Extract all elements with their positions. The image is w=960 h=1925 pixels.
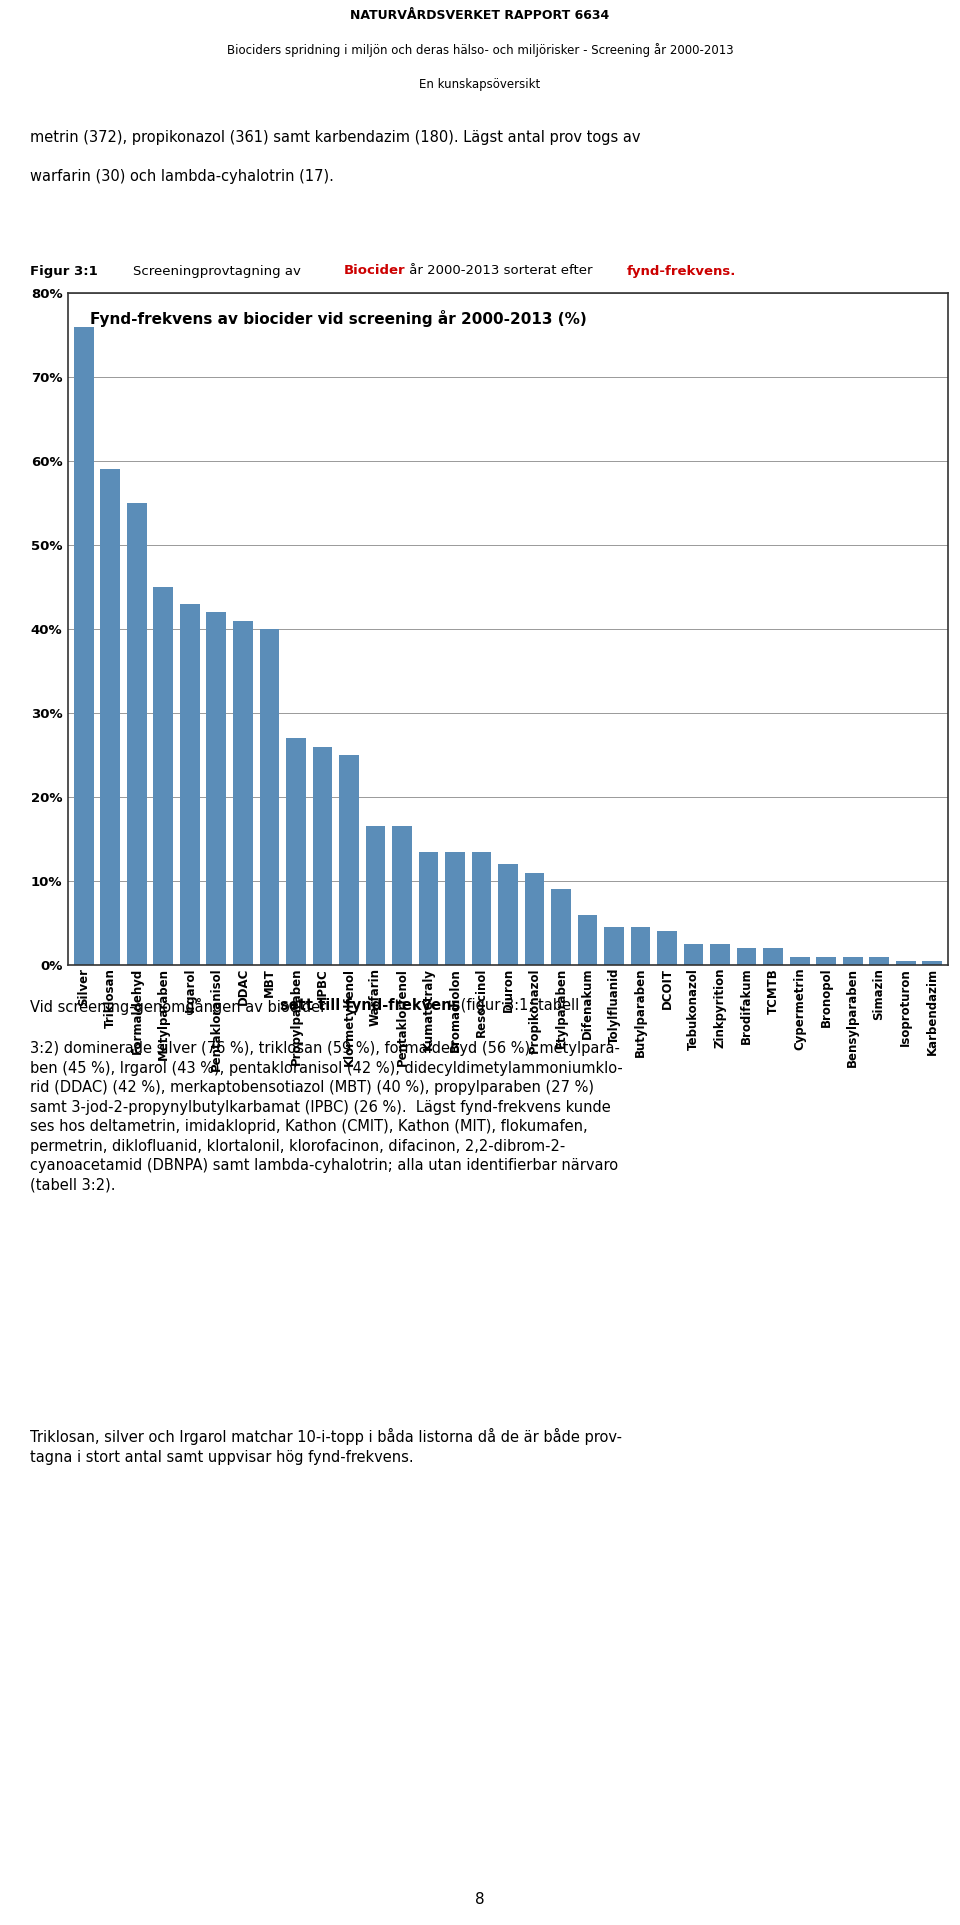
Text: Biocider: Biocider (344, 264, 405, 277)
Bar (736, 949, 756, 964)
Bar (551, 889, 571, 964)
Bar (657, 932, 677, 964)
Bar (259, 629, 279, 964)
Bar (896, 961, 916, 964)
Text: Fynd-frekvens av biocider vid screening år 2000-2013 (%): Fynd-frekvens av biocider vid screening … (90, 310, 587, 327)
Bar (710, 943, 730, 964)
Text: NATURVÅRDSVERKET RAPPORT 6634: NATURVÅRDSVERKET RAPPORT 6634 (350, 8, 610, 21)
Bar (154, 587, 174, 964)
Text: 8: 8 (475, 1892, 485, 1908)
Text: Figur 3:1: Figur 3:1 (30, 264, 98, 277)
Bar (127, 502, 147, 964)
Bar (74, 327, 94, 964)
Bar (684, 943, 704, 964)
Text: år 2000-2013 sorterat efter: år 2000-2013 sorterat efter (405, 264, 596, 277)
Bar (233, 620, 252, 964)
Bar (524, 872, 544, 964)
Text: fynd-frekvens.: fynd-frekvens. (627, 264, 736, 277)
Text: Triklosan, silver och Irgarol matchar 10-i-topp i båda listorna då de är både pr: Triklosan, silver och Irgarol matchar 10… (30, 1428, 622, 1465)
Bar (286, 737, 306, 964)
Bar (843, 957, 862, 964)
Bar (604, 928, 624, 964)
Bar (923, 961, 942, 964)
Text: Vid screening-genomgången av biocider: Vid screening-genomgången av biocider (30, 997, 331, 1014)
Bar (631, 928, 651, 964)
Bar (763, 949, 783, 964)
Bar (339, 755, 359, 964)
Bar (445, 851, 465, 964)
Bar (366, 826, 385, 964)
Bar (419, 851, 439, 964)
Text: warfarin (30) och lambda-cyhalotrin (17).: warfarin (30) och lambda-cyhalotrin (17)… (30, 169, 334, 185)
Text: 3:2) dominerade silver (76 %), triklosan (59 %), formaldehyd (56 %), metylpara-
: 3:2) dominerade silver (76 %), triklosan… (30, 1041, 623, 1194)
Bar (392, 826, 412, 964)
Bar (206, 612, 227, 964)
Text: Biociders spridning i miljön och deras hälso- och miljörisker - Screening år 200: Biociders spridning i miljön och deras h… (227, 42, 733, 58)
Bar (869, 957, 889, 964)
Bar (790, 957, 809, 964)
Bar (471, 851, 492, 964)
Bar (101, 470, 120, 964)
Text: En kunskapsöversikt: En kunskapsöversikt (420, 77, 540, 90)
Text: (figur 3:1; tabell: (figur 3:1; tabell (456, 997, 579, 1013)
Bar (816, 957, 836, 964)
Bar (313, 747, 332, 964)
Text: Screeningprovtagning av: Screeningprovtagning av (99, 264, 305, 277)
Bar (578, 914, 597, 964)
Text: metrin (372), propikonazol (361) samt karbendazim (180). Lägst antal prov togs a: metrin (372), propikonazol (361) samt ka… (30, 131, 640, 144)
Text: sett till fynd-frekvens: sett till fynd-frekvens (279, 997, 460, 1013)
Bar (498, 864, 518, 964)
Bar (180, 604, 200, 964)
